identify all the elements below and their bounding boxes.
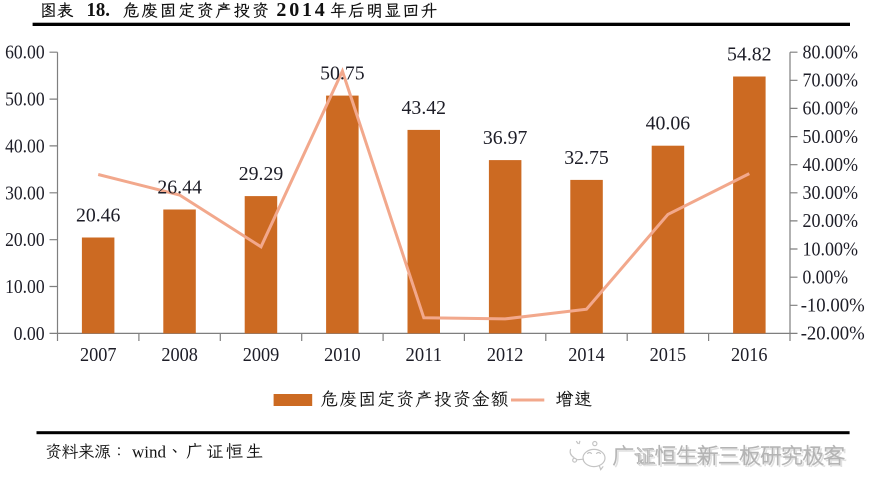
svg-text:43.42: 43.42 [402,97,447,119]
svg-text:2009: 2009 [243,344,280,366]
svg-text:20.46: 20.46 [76,205,121,227]
svg-text:50.75: 50.75 [320,63,365,85]
svg-text:2011: 2011 [406,344,443,366]
svg-text:32.75: 32.75 [564,147,609,169]
svg-text:29.29: 29.29 [239,163,284,185]
svg-text:2016: 2016 [731,344,768,366]
svg-text:54.82: 54.82 [727,44,772,66]
svg-text:2015: 2015 [650,344,687,366]
svg-text:2012: 2012 [487,344,524,366]
svg-text:30.00%: 30.00% [803,182,859,204]
svg-text:20.00%: 20.00% [803,210,859,232]
svg-text:80.00%: 80.00% [803,42,859,64]
svg-text:-20.00%: -20.00% [801,323,865,345]
svg-text:2010: 2010 [324,344,361,366]
svg-text:20.00: 20.00 [5,229,45,251]
svg-text:10.00%: 10.00% [803,238,859,260]
svg-text:60.00%: 60.00% [803,98,859,120]
svg-text:0.00: 0.00 [14,323,45,345]
svg-text:2014: 2014 [568,344,605,366]
svg-text:2008: 2008 [161,344,198,366]
svg-text:40.00: 40.00 [5,135,45,157]
svg-text:wind: wind [132,442,167,461]
svg-text:-10.00%: -10.00% [801,295,865,317]
svg-text:50.00%: 50.00% [803,126,859,148]
svg-text:70.00%: 70.00% [803,70,859,92]
svg-text:50.00: 50.00 [5,89,45,111]
svg-text:36.97: 36.97 [483,127,528,149]
svg-text:0.00%: 0.00% [803,267,849,289]
svg-text:26.44: 26.44 [157,177,202,199]
svg-text:2014: 2014 [276,0,327,21]
svg-text:40.00%: 40.00% [803,154,859,176]
svg-text:18.: 18. [87,0,111,21]
svg-text:2007: 2007 [80,344,117,366]
svg-text:60.00: 60.00 [5,42,45,64]
svg-text:40.06: 40.06 [646,113,691,135]
svg-text:30.00: 30.00 [5,182,45,204]
svg-text:10.00: 10.00 [5,276,45,298]
